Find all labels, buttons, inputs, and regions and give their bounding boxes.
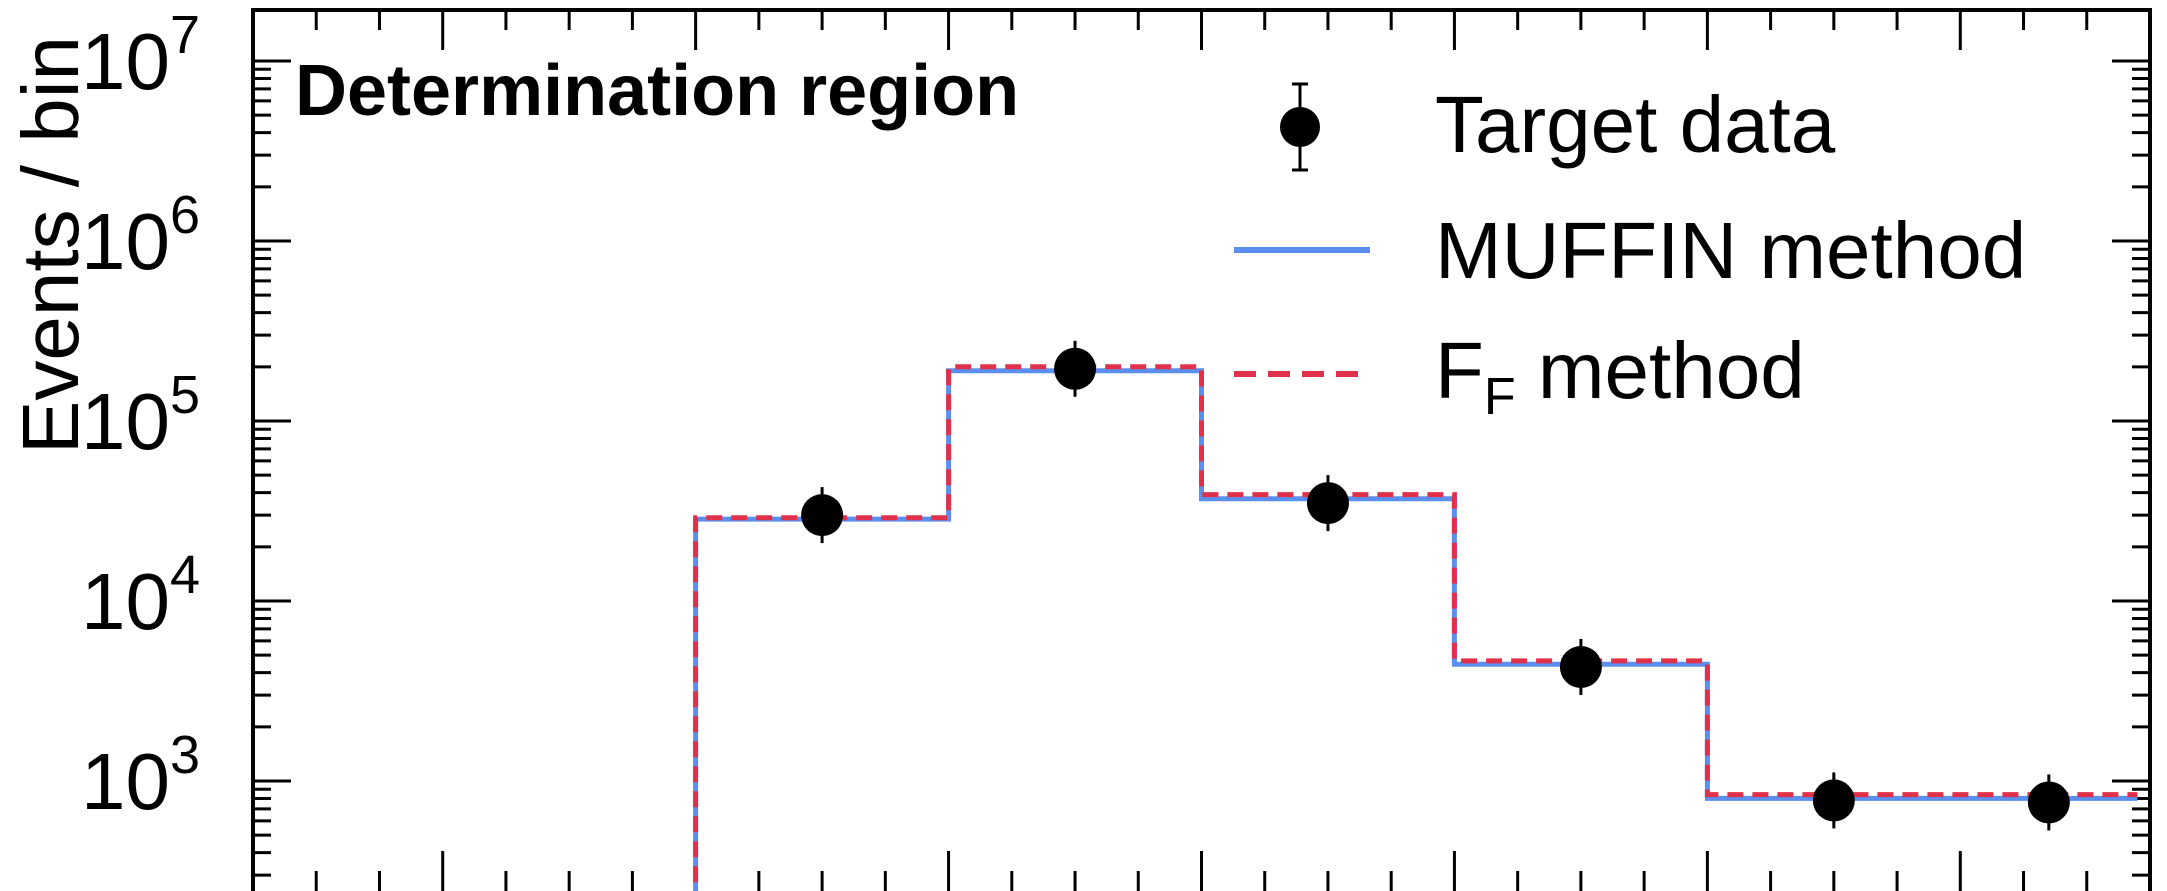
legend-label-ff-method: FF method	[1435, 326, 1805, 426]
data-point	[1559, 638, 1602, 695]
axis-ticks	[253, 10, 2150, 891]
y-tick-exponent: 6	[170, 185, 200, 245]
ff-label-base: F	[1435, 326, 1484, 415]
data-point-marker	[1559, 645, 1602, 688]
region-annotation: Determination region	[295, 51, 1019, 131]
data-point-marker	[1812, 779, 1855, 822]
y-tick-base: 10	[81, 17, 170, 106]
y-tick-label: 103	[81, 725, 200, 826]
data-point	[1306, 475, 1349, 532]
target-data-points	[801, 340, 2070, 831]
legend-label-muffin-method: MUFFIN method	[1435, 206, 2026, 295]
y-tick-base: 10	[81, 377, 170, 466]
data-point	[2027, 774, 2070, 831]
data-point-marker	[1054, 347, 1097, 390]
y-tick-label: 104	[81, 545, 200, 646]
ff-method-step-line	[693, 364, 2138, 891]
data-point	[801, 487, 844, 544]
legend-label-target-data: Target data	[1435, 80, 1836, 169]
y-tick-base: 10	[81, 557, 170, 646]
y-tick-label: 107	[81, 5, 200, 106]
y-tick-exponent: 4	[170, 545, 200, 605]
y-axis-label: Events / bin	[6, 36, 95, 454]
y-tick-base: 10	[81, 737, 170, 826]
legend: Target data MUFFIN method FF method	[1234, 80, 2026, 426]
data-point	[1054, 340, 1097, 397]
legend-item-ff-method: FF method	[1234, 326, 1805, 426]
data-point-marker	[2027, 781, 2070, 824]
data-point	[1812, 772, 1855, 829]
y-tick-exponent: 7	[170, 5, 200, 65]
y-tick-exponent: 5	[170, 365, 200, 425]
y-tick-base: 10	[81, 197, 170, 286]
legend-marker-circle	[1280, 107, 1320, 147]
y-tick-exponent: 3	[170, 725, 200, 785]
legend-item-target-data: Target data	[1280, 80, 1836, 172]
legend-item-muffin-method: MUFFIN method	[1234, 206, 2026, 295]
y-tick-label: 106	[81, 185, 200, 286]
data-point-marker	[801, 494, 844, 537]
data-point-marker	[1306, 482, 1349, 525]
ff-label-rest: method	[1516, 326, 1805, 415]
ff-label-subscript: F	[1484, 368, 1516, 426]
y-tick-label: 105	[81, 365, 200, 466]
